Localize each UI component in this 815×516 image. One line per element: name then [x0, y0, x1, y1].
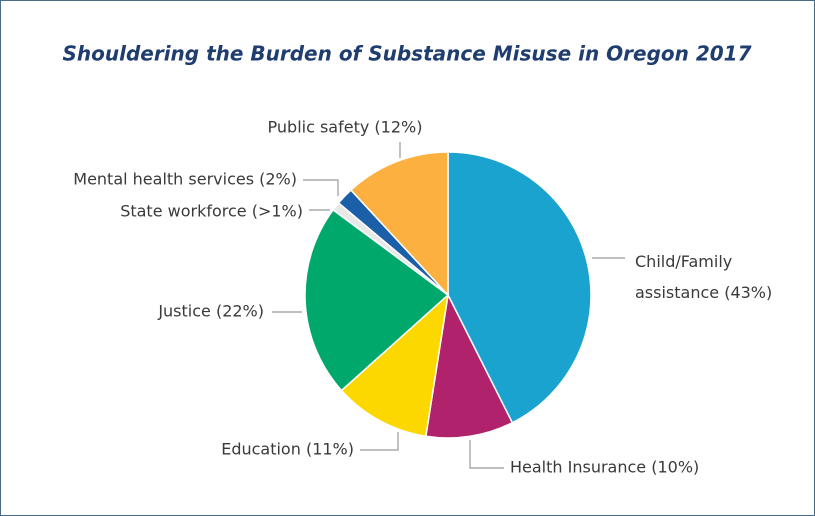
slice-label: Health Insurance (10%)	[510, 458, 699, 477]
pie-slice	[349, 151, 449, 297]
leader-line	[360, 432, 399, 451]
pie-slice	[447, 151, 592, 424]
slice-label: Mental health services (2%)	[73, 170, 297, 189]
pie-slice	[304, 208, 450, 392]
slice-label: Child/Family assistance (43%)	[635, 252, 772, 302]
slice-label: Education (11%)	[221, 440, 354, 459]
pie-slice	[340, 293, 450, 438]
leader-line	[303, 179, 339, 196]
chart-title: Shouldering the Burden of Substance Misu…	[62, 42, 751, 66]
slice-label: State workforce (>1%)	[120, 202, 303, 221]
slice-label: Public safety (12%)	[268, 118, 423, 137]
slice-label: Justice (22%)	[157, 302, 264, 321]
pie-slice	[424, 292, 514, 439]
leader-line	[469, 440, 504, 469]
